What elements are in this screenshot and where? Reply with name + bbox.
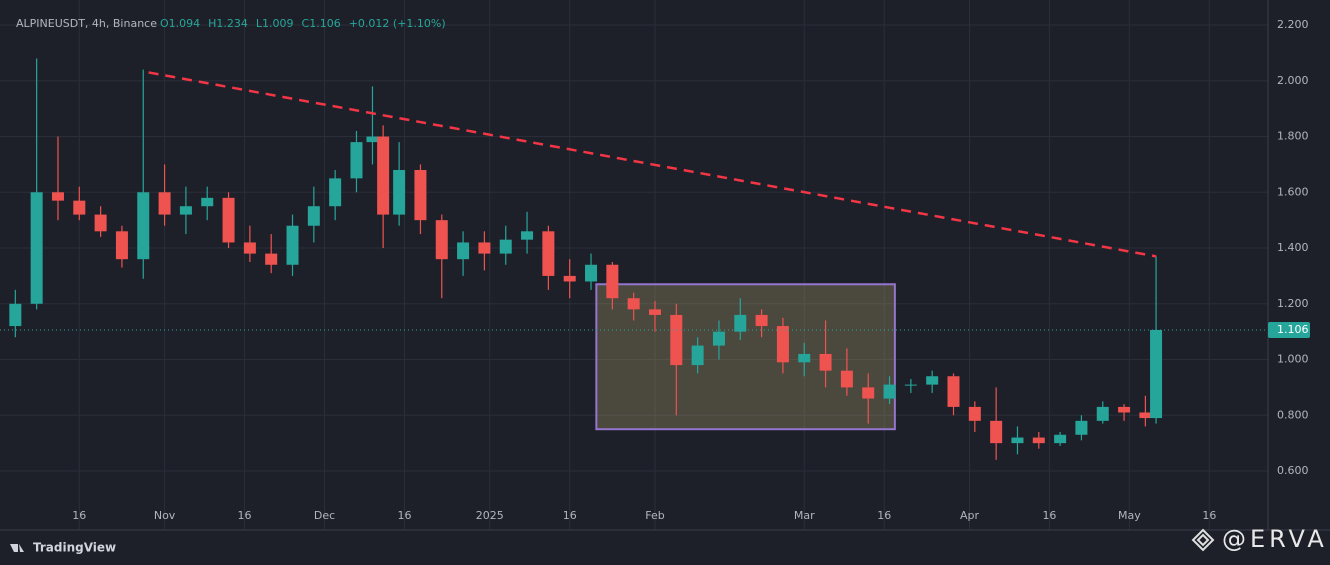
candle-body bbox=[478, 242, 491, 254]
candle-body bbox=[179, 206, 192, 215]
candle-body bbox=[243, 242, 256, 254]
candle-body bbox=[1054, 434, 1067, 444]
candle-body bbox=[1075, 420, 1088, 435]
candle-body bbox=[222, 197, 235, 243]
y-tick-label: 1.400 bbox=[1277, 241, 1309, 254]
candle-body bbox=[648, 309, 661, 315]
candle-body bbox=[542, 231, 555, 276]
candle-body bbox=[73, 200, 86, 215]
candle-body bbox=[366, 136, 379, 143]
candle-body bbox=[926, 376, 939, 385]
candle-body bbox=[393, 169, 406, 215]
x-tick-label: May bbox=[1118, 509, 1141, 522]
x-tick-label: Apr bbox=[960, 509, 980, 522]
x-tick-label: 16 bbox=[72, 509, 86, 522]
candle-body bbox=[606, 264, 619, 299]
ohlc-value: H1.234 bbox=[208, 17, 248, 30]
candle-body bbox=[115, 231, 128, 260]
candle-body bbox=[990, 420, 1003, 444]
x-tick-label: 16 bbox=[238, 509, 252, 522]
x-tick-label: Nov bbox=[154, 509, 176, 522]
symbol: ALPINEUSDT, 4h, Binance bbox=[16, 17, 157, 30]
y-tick-label: 1.600 bbox=[1277, 185, 1309, 198]
candle-body bbox=[158, 192, 171, 215]
candle-body bbox=[947, 376, 960, 407]
candle-body bbox=[201, 197, 214, 207]
y-tick-label: 0.600 bbox=[1277, 464, 1309, 477]
ohlc-value: O1.094 bbox=[160, 17, 200, 30]
x-tick-label: 16 bbox=[563, 509, 577, 522]
candle-body bbox=[1096, 406, 1109, 421]
x-tick-label: Feb bbox=[645, 509, 664, 522]
y-tick-label: 1.200 bbox=[1277, 297, 1309, 310]
candle-body bbox=[819, 353, 832, 371]
brand: TradingView bbox=[33, 541, 116, 555]
candle-body bbox=[9, 303, 22, 327]
y-tick-label: 0.800 bbox=[1277, 408, 1309, 421]
y-tick-label: 2.000 bbox=[1277, 74, 1309, 87]
y-tick-label: 1.000 bbox=[1277, 353, 1309, 366]
x-tick-label: 2025 bbox=[476, 509, 504, 522]
candle-body bbox=[755, 314, 768, 327]
candle-body bbox=[1118, 406, 1131, 413]
candle-body bbox=[862, 387, 875, 399]
ohlc-value: C1.106 bbox=[302, 17, 341, 30]
ohlc-value: +0.012 (+1.10%) bbox=[349, 17, 446, 30]
brand-logo bbox=[10, 544, 24, 552]
candle-body bbox=[377, 136, 390, 215]
x-tick-label: 16 bbox=[877, 509, 891, 522]
candle-body bbox=[968, 406, 981, 421]
candle-body bbox=[499, 239, 512, 254]
candle-body bbox=[798, 353, 811, 363]
candle-body bbox=[1011, 437, 1024, 444]
candle-body bbox=[307, 206, 320, 226]
trendline bbox=[148, 71, 1157, 258]
candle-body bbox=[1139, 412, 1152, 419]
last-price-label: 1.106 bbox=[1277, 323, 1309, 336]
candle-body bbox=[350, 142, 363, 179]
candle-body bbox=[1032, 437, 1045, 444]
last-price-tag bbox=[1268, 321, 1310, 338]
watermark: @ERVA bbox=[1222, 525, 1328, 553]
ohlc-value: L1.009 bbox=[256, 17, 294, 30]
candle-body bbox=[521, 231, 534, 240]
candle-body bbox=[563, 275, 576, 282]
candle-body bbox=[840, 370, 853, 388]
candle-body bbox=[627, 298, 640, 310]
candle-body bbox=[1150, 329, 1163, 419]
candle-body bbox=[691, 345, 704, 366]
x-tick-label: Dec bbox=[314, 509, 335, 522]
candle-body bbox=[329, 178, 342, 207]
x-tick-label: 16 bbox=[397, 509, 411, 522]
candle-body bbox=[286, 225, 299, 265]
candle-body bbox=[670, 314, 683, 366]
range-box bbox=[595, 283, 896, 431]
candle-body bbox=[904, 384, 917, 386]
y-tick-label: 2.200 bbox=[1277, 18, 1309, 31]
y-tick-label: 1.800 bbox=[1277, 130, 1309, 143]
x-tick-label: 16 bbox=[1202, 509, 1216, 522]
candle-body bbox=[734, 314, 747, 332]
candle-body bbox=[712, 331, 725, 346]
candle-body bbox=[435, 220, 448, 260]
candle-body bbox=[585, 264, 598, 282]
watermark-logo bbox=[1191, 528, 1215, 552]
candle-body bbox=[51, 192, 64, 201]
candle-body bbox=[414, 169, 427, 221]
x-tick-label: Mar bbox=[794, 509, 815, 522]
candle-body bbox=[137, 192, 150, 260]
candle-body bbox=[30, 192, 43, 304]
candle-body bbox=[883, 384, 896, 399]
candle-body bbox=[457, 242, 470, 260]
candle-body bbox=[776, 326, 789, 363]
candle-body bbox=[265, 253, 278, 265]
x-tick-label: 16 bbox=[1042, 509, 1056, 522]
candle-body bbox=[94, 214, 107, 232]
